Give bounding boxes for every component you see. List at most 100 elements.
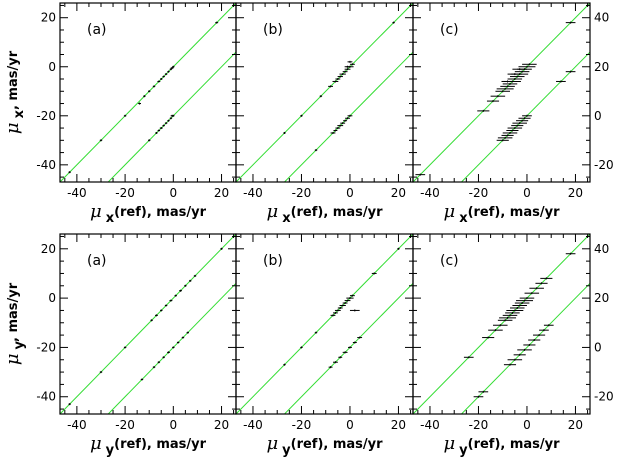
y-tick-label: -40 bbox=[36, 390, 56, 404]
reference-line bbox=[107, 51, 236, 182]
panel-y-1: -40 -20 0 20(a)200-20-40μ y(ref), mas/yr bbox=[36, 233, 237, 458]
panel-letter: (a) bbox=[87, 22, 107, 38]
x-tick-label: 20 bbox=[391, 418, 406, 432]
x-axis-title-sub: x bbox=[459, 211, 468, 226]
x-axis-title-mu: μ bbox=[90, 201, 102, 222]
y-tick-label: -40 bbox=[36, 158, 56, 172]
x-tick-label: 20 bbox=[214, 418, 229, 432]
x-axis-title-sub: y bbox=[282, 443, 291, 458]
x-axis-title-sub: x bbox=[282, 211, 291, 226]
x-tick-label: -40 bbox=[243, 186, 263, 200]
x-tick-label: 20 bbox=[391, 186, 406, 200]
x-tick-label: -20 bbox=[469, 186, 489, 200]
x-tick-label: -40 bbox=[420, 418, 440, 432]
data-points bbox=[68, 247, 223, 406]
y-tick-label-right: 0 bbox=[594, 340, 602, 354]
y-axis-title: μx, mas/yr bbox=[2, 50, 27, 134]
x-tick-label: -40 bbox=[243, 418, 263, 432]
panel-letter: (c) bbox=[440, 253, 459, 269]
y-tick-label: -20 bbox=[36, 109, 56, 123]
x-axis-title-mu: μ bbox=[90, 433, 102, 454]
x-axis-title-mu: μ bbox=[443, 433, 455, 454]
reference-lines bbox=[236, 3, 413, 182]
y-tick-label: 20 bbox=[41, 242, 56, 256]
y-tick-label-right: -20 bbox=[594, 390, 614, 404]
x-axis-title-text: (ref), mas/yr bbox=[114, 205, 207, 220]
chart-row-y: -40 -20 0 20(a)200-20-40μ y(ref), mas/yr-40-… bbox=[2, 233, 614, 458]
reference-line bbox=[60, 234, 236, 414]
x-tick-label: 0 bbox=[346, 186, 354, 200]
data-points bbox=[283, 247, 400, 369]
reference-line bbox=[236, 234, 413, 414]
x-tick-label: 0 bbox=[169, 418, 177, 432]
x-axis-title-sub: x bbox=[106, 211, 115, 226]
x-tick-label: -40 bbox=[67, 418, 87, 432]
reference-line bbox=[107, 282, 236, 414]
x-tick-label: 20 bbox=[568, 186, 583, 200]
y-axis-title-mu: μ bbox=[2, 353, 23, 365]
x-axis-title-text: (ref), mas/yr bbox=[291, 205, 384, 220]
reference-lines bbox=[236, 234, 413, 414]
y-axis-title-mu: μ bbox=[2, 122, 23, 134]
x-axis-title-mu: μ bbox=[443, 201, 455, 222]
x-tick-label: 20 bbox=[214, 186, 229, 200]
panel-x-1: -40 -20 0 20(a)200-20-40μ x(ref), mas/yr bbox=[36, 2, 237, 226]
y-tick-label: 0 bbox=[48, 291, 56, 305]
reference-line bbox=[413, 234, 590, 414]
panel-y-2: -40 -20 0 20 (b) μ y(ref), mas/yr bbox=[235, 233, 414, 458]
panel-frame bbox=[412, 233, 591, 415]
y-axis-title-sub: y bbox=[12, 340, 27, 349]
y-axis-title-text: , mas/yr bbox=[6, 50, 21, 110]
reference-lines bbox=[60, 234, 236, 414]
y-tick-label: 20 bbox=[41, 11, 56, 25]
reference-lines bbox=[413, 234, 590, 414]
x-axis-title-text: (ref), mas/yr bbox=[114, 437, 207, 452]
data-points bbox=[283, 21, 395, 152]
x-tick-label: -40 bbox=[67, 186, 87, 200]
x-axis-title: μ x(ref), mas/yr bbox=[90, 201, 207, 226]
reference-line bbox=[283, 51, 413, 182]
y-axis-title-text: , mas/yr bbox=[6, 282, 21, 342]
panel-x-2: -40 -20 0 20 (b) μ x(ref), mas/yr bbox=[235, 2, 414, 226]
y-tick-label-right: 0 bbox=[594, 109, 602, 123]
data-points bbox=[463, 252, 576, 398]
panel-letter: (c) bbox=[440, 22, 459, 38]
y-tick-label: 0 bbox=[48, 60, 56, 74]
y-tick-label-right: -20 bbox=[594, 158, 614, 172]
y-tick-label-right: 40 bbox=[594, 242, 609, 256]
x-tick-label: 0 bbox=[523, 418, 531, 432]
reference-line bbox=[413, 3, 590, 182]
y-tick-label: -20 bbox=[36, 340, 56, 354]
y-tick-label-right: 20 bbox=[594, 291, 609, 305]
x-axis-title: μ x(ref), mas/yr bbox=[266, 201, 383, 226]
x-axis-title-text: (ref), mas/yr bbox=[468, 205, 561, 220]
x-tick-label: 20 bbox=[568, 418, 583, 432]
reference-lines bbox=[60, 3, 236, 182]
x-tick-label: 0 bbox=[523, 186, 531, 200]
x-tick-label: -40 bbox=[420, 186, 440, 200]
data-points bbox=[68, 21, 219, 174]
x-axis-title: μ x(ref), mas/yr bbox=[443, 201, 560, 226]
x-tick-label: -20 bbox=[292, 186, 312, 200]
x-axis-title-sub: y bbox=[106, 443, 115, 458]
x-axis-title: μ y(ref), mas/yr bbox=[443, 433, 560, 458]
x-axis-title-text: (ref), mas/yr bbox=[468, 437, 561, 452]
x-tick-label: -20 bbox=[292, 418, 312, 432]
x-axis-title-mu: μ bbox=[266, 433, 278, 454]
x-tick-label: 0 bbox=[169, 186, 177, 200]
y-tick-label-right: 40 bbox=[594, 11, 609, 25]
data-points bbox=[415, 21, 576, 176]
x-axis-title-mu: μ bbox=[266, 201, 278, 222]
y-axis-title: μy, mas/yr bbox=[2, 282, 27, 365]
x-axis-title-text: (ref), mas/yr bbox=[291, 437, 384, 452]
x-tick-label: 0 bbox=[346, 418, 354, 432]
x-axis-title-sub: y bbox=[459, 443, 468, 458]
reference-line bbox=[460, 282, 590, 414]
x-tick-label: -20 bbox=[115, 418, 135, 432]
chart-row-x: -40 -20 0 20(a)200-20-40μ x(ref), mas/yr-40-… bbox=[2, 2, 614, 226]
panel-frame bbox=[412, 2, 591, 183]
x-axis-title: μ y(ref), mas/yr bbox=[90, 433, 207, 458]
